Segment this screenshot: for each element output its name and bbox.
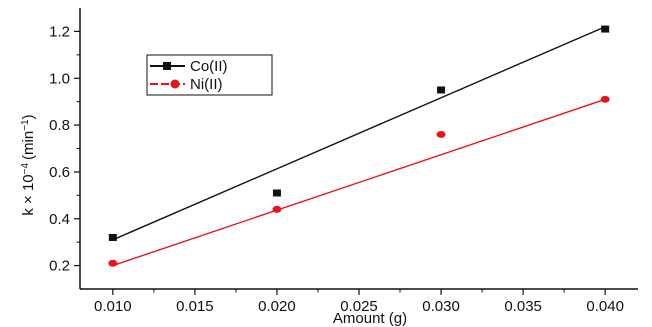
- y-tick-label: 1.0: [49, 70, 70, 87]
- legend-ni-label: Ni(II): [190, 76, 223, 93]
- data-point-ni-ii: [600, 95, 610, 103]
- x-tick-label: 0.025: [340, 298, 378, 315]
- y-tick-label: 1.2: [49, 23, 70, 40]
- data-points: [108, 25, 610, 267]
- fit-line-co-ii: [112, 26, 606, 241]
- legend-ni-marker: [170, 79, 180, 89]
- y-tick-label: 0.4: [49, 211, 70, 228]
- data-point-co-ii: [437, 86, 446, 94]
- y-axis-title-exponent: −4: [20, 163, 31, 175]
- legend-co-marker: [163, 62, 171, 70]
- legend-box: [146, 54, 273, 96]
- x-tick-label: 0.035: [504, 298, 542, 315]
- fit-line-ni-ii: [112, 98, 606, 267]
- data-point-co-ii: [272, 189, 281, 197]
- x-tick-label: 0.040: [586, 298, 624, 315]
- y-axis-title-unit: (min: [20, 131, 37, 160]
- axes: [79, 8, 638, 290]
- legend-co-label: Co(II): [190, 58, 228, 75]
- x-axis-title: Amount (g): [333, 310, 407, 327]
- y-axis-title-unit-exponent: −1: [20, 119, 31, 131]
- tick-marks: 0.010 0.015 0.020 0.025 0.030 0.035 0.040 0.2 0.…: [49, 23, 624, 315]
- fit-lines: [112, 26, 606, 267]
- data-point-co-ii: [108, 233, 117, 241]
- data-point-ni-ii: [436, 130, 446, 138]
- y-tick-label: 0.8: [49, 117, 70, 134]
- y-axis-title-unit-close: ): [20, 114, 37, 119]
- x-tick-label: 0.020: [258, 298, 296, 315]
- data-point-ni-ii: [108, 259, 118, 267]
- legend: Co(II) Ni(II): [146, 54, 273, 96]
- y-tick-label: 0.2: [49, 258, 70, 275]
- data-point-ni-ii: [272, 205, 282, 213]
- x-tick-label: 0.030: [422, 298, 460, 315]
- y-axis-title-main: k × 10: [20, 174, 37, 215]
- x-tick-label: 0.015: [176, 298, 214, 315]
- y-tick-label: 0.6: [49, 164, 70, 181]
- data-point-co-ii: [601, 25, 610, 33]
- y-axis-title: k × 10−4 (min−1): [20, 114, 38, 215]
- x-tick-label: 0.010: [94, 298, 132, 315]
